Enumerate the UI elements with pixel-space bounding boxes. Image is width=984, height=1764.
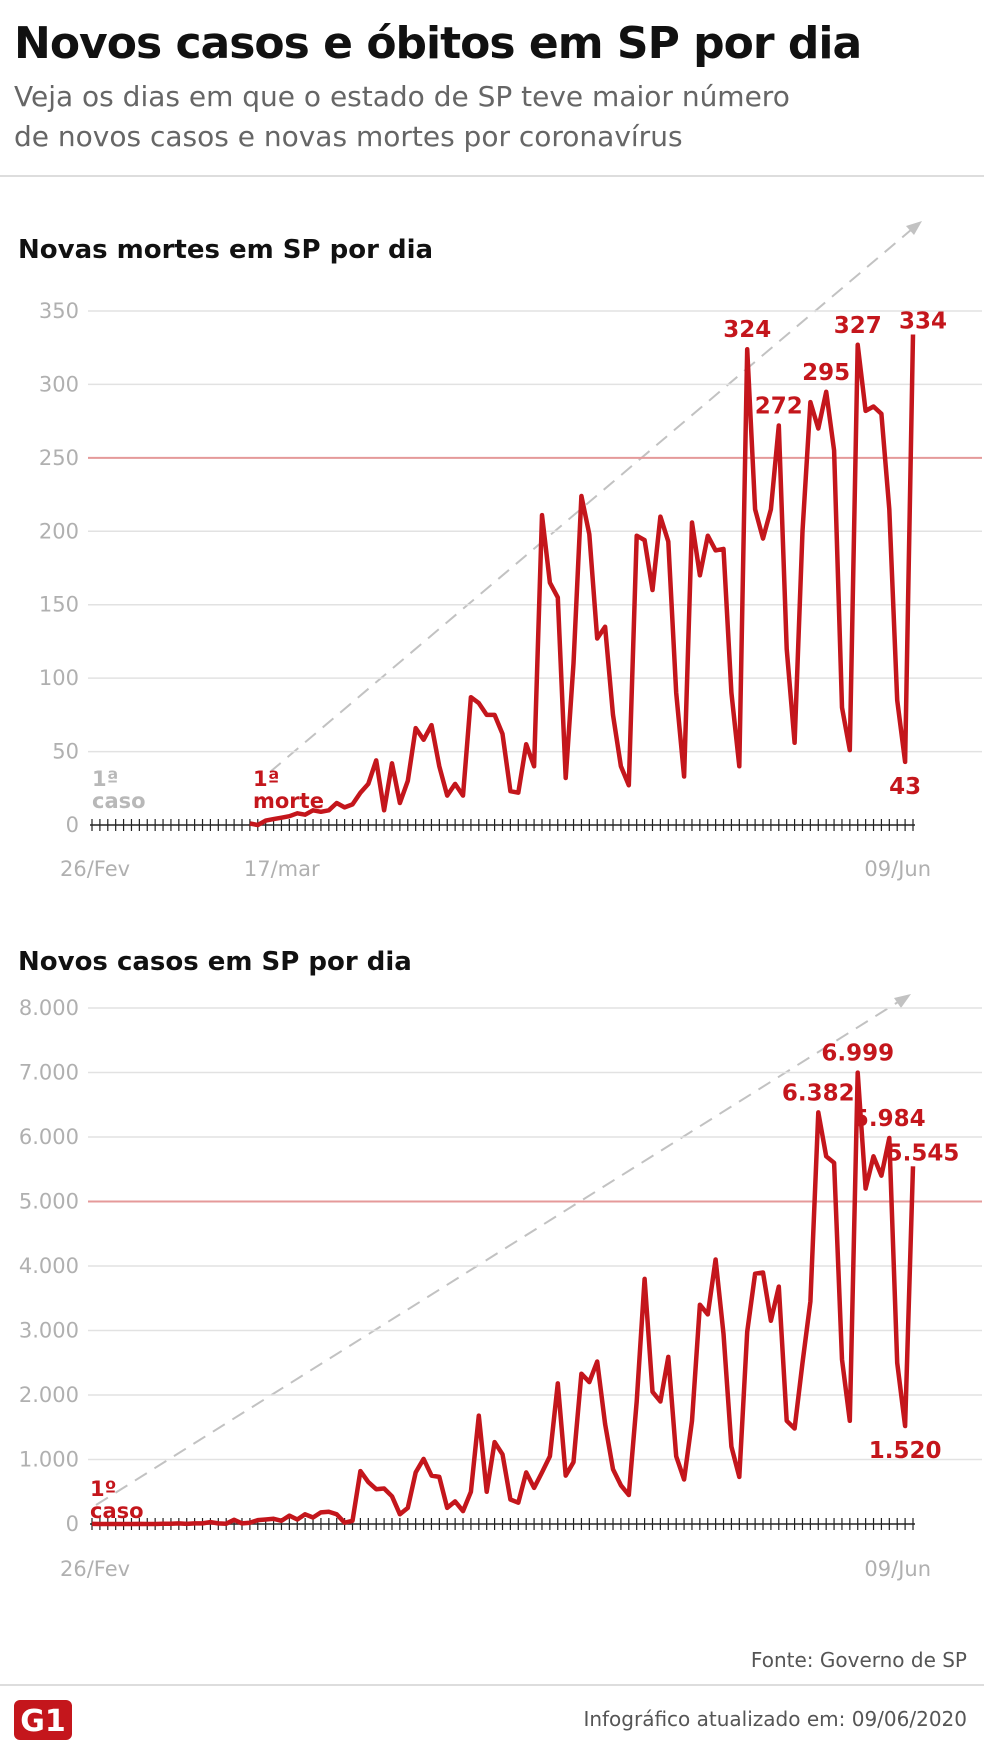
- annotation: 1ª: [92, 767, 118, 791]
- annotation: 1º: [90, 1477, 116, 1501]
- arrow-head: [906, 221, 922, 235]
- y-tick-label: 8.000: [19, 996, 79, 1020]
- data-label: 43: [889, 774, 921, 800]
- y-tick-label: 300: [39, 372, 79, 396]
- data-label: 5.984: [853, 1106, 926, 1132]
- data-label: 5.545: [887, 1140, 960, 1166]
- x-tick-label: 26/Fev: [60, 1557, 130, 1581]
- page-title: Novos casos e óbitos em SP por dia: [14, 18, 861, 69]
- data-line: [249, 334, 916, 828]
- y-tick-label: 0: [66, 1512, 79, 1536]
- chart-title: Novos casos em SP por dia: [18, 947, 412, 977]
- logo: G1: [20, 1704, 66, 1739]
- data-label: 1.520: [869, 1438, 942, 1464]
- y-tick-label: 1.000: [19, 1448, 79, 1472]
- source: Fonte: Governo de SP: [751, 1648, 967, 1672]
- y-tick-label: 150: [39, 593, 79, 617]
- data-label: 327: [834, 313, 882, 339]
- y-tick-label: 350: [39, 299, 79, 323]
- y-tick-label: 50: [52, 740, 79, 764]
- x-tick-label: 17/mar: [244, 857, 320, 881]
- y-tick-label: 7.000: [19, 1061, 79, 1085]
- subtitle: Veja os dias em que o estado de SP teve …: [14, 80, 790, 113]
- subtitle: de novos casos e novas mortes por corona…: [14, 120, 683, 153]
- x-tick-label: 26/Fev: [60, 857, 130, 881]
- trend-arrow: [269, 223, 919, 773]
- y-tick-label: 100: [39, 666, 79, 690]
- updated-note: Infográfico atualizado em: 09/06/2020: [583, 1707, 967, 1731]
- annotation: caso: [92, 789, 146, 813]
- annotation: caso: [90, 1499, 144, 1523]
- annotation: morte: [253, 789, 324, 813]
- data-label: 6.999: [821, 1041, 894, 1067]
- y-tick-label: 5.000: [19, 1190, 79, 1214]
- data-label: 324: [723, 317, 771, 343]
- x-tick-label: 09/Jun: [864, 1557, 931, 1581]
- y-tick-label: 200: [39, 519, 79, 543]
- y-tick-label: 250: [39, 446, 79, 470]
- chart-title: Novas mortes em SP por dia: [18, 235, 433, 265]
- data-label: 6.382: [782, 1080, 855, 1106]
- y-tick-label: 2.000: [19, 1383, 79, 1407]
- logo-box: [14, 1700, 72, 1740]
- x-tick-label: 09/Jun: [864, 857, 931, 881]
- annotation: 1ª: [253, 767, 279, 791]
- charts: Novas mortes em SP por dia 0 50 100 150 200 25…: [18, 235, 982, 1581]
- data-label: 272: [755, 394, 803, 420]
- data-label: 295: [802, 360, 850, 386]
- y-tick-label: 0: [66, 813, 79, 837]
- data-label: 334: [899, 308, 947, 334]
- arrow-head: [894, 994, 911, 1008]
- y-tick-label: 6.000: [19, 1125, 79, 1149]
- y-tick-label: 4.000: [19, 1254, 79, 1278]
- data-line: [91, 1070, 916, 1527]
- y-tick-label: 3.000: [19, 1319, 79, 1343]
